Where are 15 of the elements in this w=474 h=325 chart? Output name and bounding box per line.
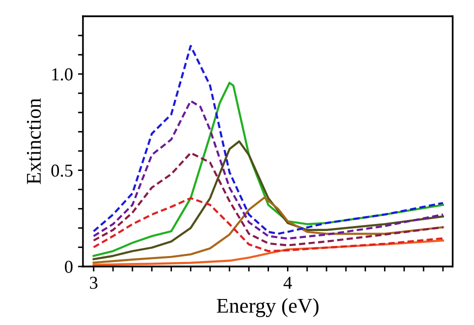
line-series (92, 44, 444, 235)
y-tick-label: 1.0 (52, 68, 73, 81)
x-tick-label: 4 (284, 276, 292, 289)
line-series (92, 82, 444, 257)
line-series (92, 100, 444, 240)
y-axis-title: Extinction (26, 98, 41, 184)
line-series (92, 239, 444, 266)
line-series (92, 140, 444, 260)
y-tick-label: 0 (64, 260, 73, 273)
line-series (92, 196, 444, 264)
x-tick-label: 3 (90, 276, 98, 289)
y-tick-label: 0.5 (51, 164, 73, 177)
x-axis-title: Energy (eV) (216, 298, 318, 318)
line-series (92, 152, 444, 246)
line-series (92, 197, 444, 252)
